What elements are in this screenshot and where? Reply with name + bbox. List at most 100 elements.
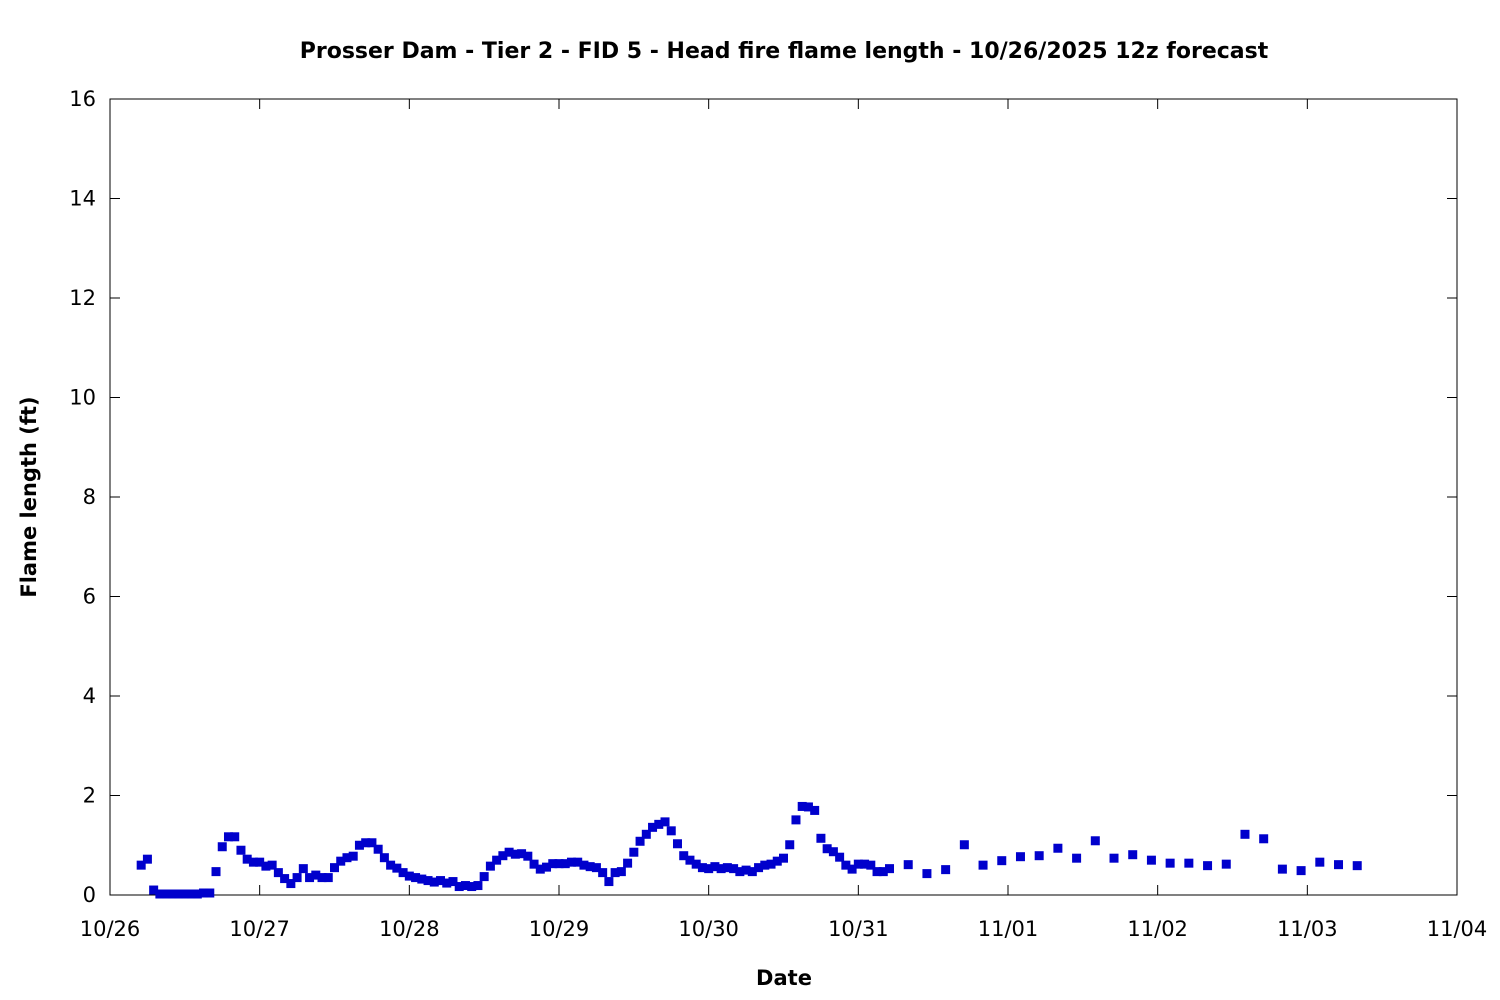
data-point <box>230 832 240 842</box>
data-point <box>554 859 564 869</box>
data-point <box>317 873 327 883</box>
data-point <box>436 876 446 886</box>
data-point <box>367 838 377 848</box>
data-point <box>398 868 408 878</box>
data-point <box>747 867 757 877</box>
data-point <box>479 872 489 882</box>
data-point <box>510 849 520 859</box>
data-point <box>161 889 171 899</box>
data-point <box>485 861 495 871</box>
y-tick-label: 12 <box>69 286 96 310</box>
data-point <box>1072 853 1082 863</box>
data-point <box>803 802 813 812</box>
data-point <box>292 873 302 883</box>
data-point <box>623 858 633 868</box>
data-point <box>685 855 695 865</box>
data-point <box>872 867 882 877</box>
data-point <box>1090 836 1100 846</box>
data-point <box>591 863 601 873</box>
x-tick-label: 10/31 <box>828 917 889 941</box>
x-tick-label: 10/29 <box>529 917 590 941</box>
data-point <box>217 842 227 852</box>
y-tick-label: 0 <box>83 883 96 907</box>
data-point <box>392 863 402 873</box>
data-point <box>242 854 252 864</box>
data-point <box>903 860 913 870</box>
data-point <box>816 833 826 843</box>
data-point <box>735 867 745 877</box>
data-point <box>529 859 539 869</box>
data-point <box>298 864 308 874</box>
data-point <box>922 869 932 879</box>
data-point <box>448 877 458 887</box>
data-point <box>342 853 352 863</box>
data-point <box>492 855 502 865</box>
data-point <box>517 849 527 859</box>
data-point <box>373 844 383 854</box>
data-point <box>1277 864 1287 874</box>
plot-frame <box>109 98 1458 896</box>
data-point <box>248 857 258 867</box>
data-point <box>741 865 751 875</box>
data-point <box>722 863 732 873</box>
data-point <box>473 881 483 891</box>
y-axis: 0 2 4 6 8 10 12 14 16 <box>69 87 1457 907</box>
data-point <box>654 819 664 829</box>
data-point <box>841 860 851 870</box>
data-point <box>1221 859 1231 869</box>
data-point <box>535 864 545 874</box>
data-point <box>305 873 315 883</box>
data-point <box>454 882 464 892</box>
data-point <box>853 859 863 869</box>
data-point <box>223 832 233 842</box>
data-point <box>1184 858 1194 868</box>
data-point <box>598 868 608 878</box>
data-point <box>417 874 427 884</box>
y-tick-label: 10 <box>69 386 96 410</box>
data-point <box>666 826 676 836</box>
chart-title: Prosser Dam - Tier 2 - FID 5 - Head fire… <box>300 39 1269 64</box>
data-point <box>566 857 576 867</box>
data-point <box>442 878 452 888</box>
data-point <box>411 873 421 883</box>
data-point <box>379 853 389 863</box>
data-point <box>386 860 396 870</box>
data-point <box>142 854 152 864</box>
x-tick-label: 10/28 <box>379 917 440 941</box>
y-tick-label: 14 <box>69 187 96 211</box>
data-point <box>286 879 296 889</box>
data-point <box>822 844 832 854</box>
data-point <box>860 859 870 869</box>
data-point <box>835 852 845 862</box>
data-points <box>136 801 1362 899</box>
data-point <box>1259 834 1269 844</box>
data-point <box>542 862 552 872</box>
data-point <box>629 847 639 857</box>
data-point <box>348 851 358 861</box>
data-point <box>997 856 1007 866</box>
data-point <box>273 868 283 878</box>
data-point <box>704 864 714 874</box>
data-point <box>330 863 339 873</box>
data-point <box>610 868 620 878</box>
data-point <box>978 860 988 870</box>
x-axis: 10/26 10/27 10/28 10/29 10/30 10/31 11/01 11/02… <box>80 99 1488 941</box>
data-point <box>847 864 857 874</box>
x-tick-label: 11/04 <box>1427 917 1488 941</box>
y-tick-label: 6 <box>83 585 96 609</box>
data-point <box>560 859 570 869</box>
data-point <box>149 885 159 895</box>
data-point <box>604 877 614 887</box>
data-point <box>791 815 801 825</box>
x-tick-label: 10/26 <box>80 917 141 941</box>
data-point <box>354 840 364 850</box>
data-point <box>810 805 820 815</box>
data-point <box>336 856 346 866</box>
data-point <box>498 851 508 861</box>
data-point <box>205 888 215 898</box>
data-point <box>697 863 707 873</box>
data-point <box>885 864 895 874</box>
data-point <box>729 864 739 874</box>
data-point <box>779 853 788 863</box>
data-point <box>1034 851 1044 861</box>
